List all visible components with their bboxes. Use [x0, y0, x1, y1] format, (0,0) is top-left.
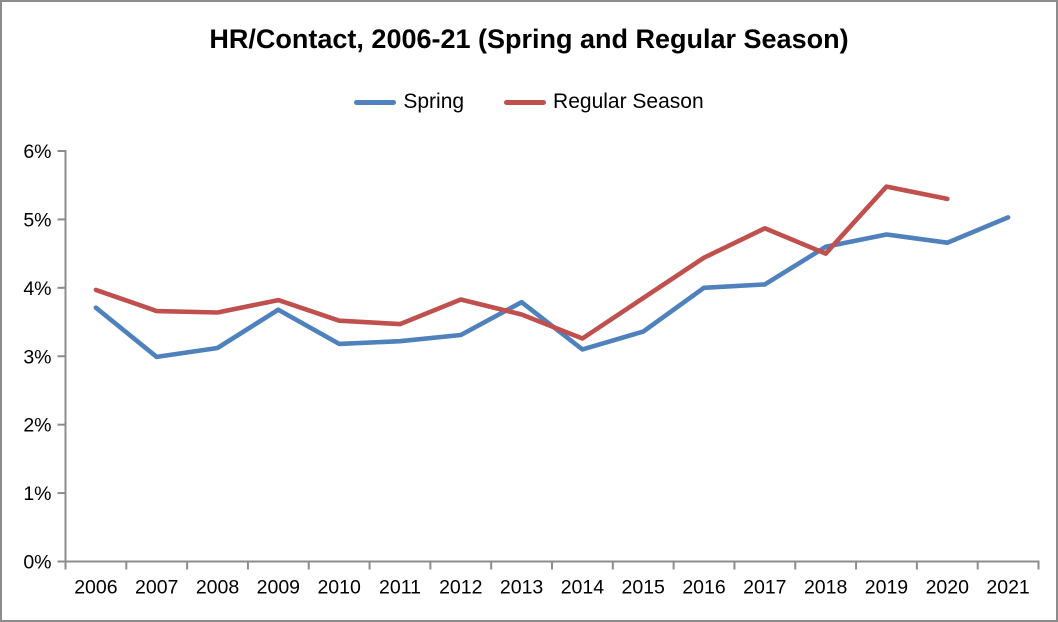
y-tick-label: 5%	[23, 209, 51, 231]
legend-item-regular-season: Regular Season	[504, 90, 704, 114]
x-tick-label: 2020	[926, 577, 970, 599]
x-tick-label: 2016	[682, 577, 725, 599]
x-tick-label: 2008	[196, 577, 239, 599]
legend-label-spring: Spring	[403, 90, 465, 113]
legend-item-spring: Spring	[354, 90, 464, 114]
x-tick-label: 2011	[379, 577, 421, 599]
legend-label-regular-season: Regular Season	[553, 90, 704, 113]
x-tick-label: 2012	[439, 577, 482, 599]
x-tick-label: 2010	[317, 577, 361, 599]
x-tick-label: 2021	[986, 577, 1029, 599]
x-tick-label: 2013	[500, 577, 543, 599]
x-tick-label: 2009	[257, 577, 300, 599]
x-tick-label: 2007	[135, 577, 178, 599]
y-tick-label: 2%	[23, 415, 51, 437]
y-tick-label: 0%	[23, 552, 51, 574]
x-tick-label: 2019	[865, 577, 908, 599]
y-tick-label: 6%	[23, 141, 51, 163]
y-tick-label: 1%	[23, 483, 51, 505]
regular-season-line-swatch	[504, 99, 547, 105]
x-tick-label: 2017	[743, 577, 786, 599]
x-tick-label: 2006	[74, 577, 117, 599]
spring-series-line	[93, 215, 1011, 360]
spring-line-swatch	[354, 99, 397, 105]
chart-legend: Spring Regular Season	[2, 90, 1056, 114]
y-tick-label: 3%	[23, 346, 51, 368]
x-tick-label: 2015	[622, 577, 666, 599]
y-tick-label: 4%	[23, 278, 51, 300]
x-tick-label: 2018	[804, 577, 847, 599]
x-tick-label: 2014	[561, 577, 605, 599]
chart-title: HR/Contact, 2006-21 (Spring and Regular …	[209, 24, 849, 54]
regular-season-series-line	[93, 184, 950, 341]
